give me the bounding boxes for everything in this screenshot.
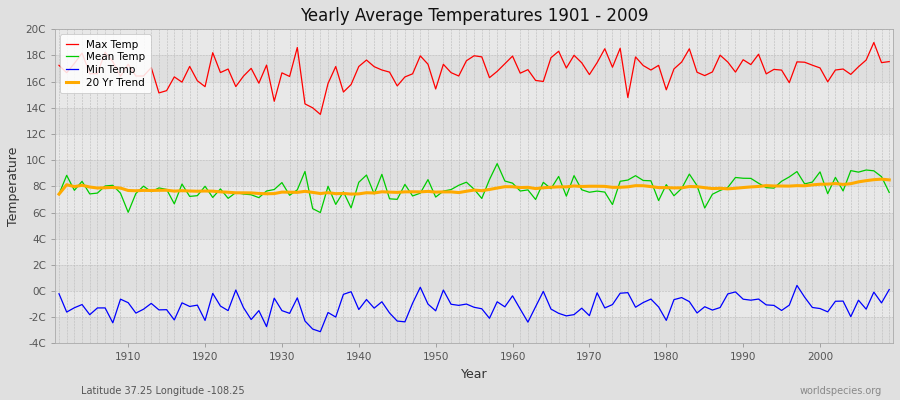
20 Yr Trend xyxy=(507,184,517,189)
Min Temp xyxy=(515,307,526,312)
Mean Temp xyxy=(284,193,295,198)
Mean Temp xyxy=(115,191,126,196)
Bar xyxy=(55,160,893,186)
Line: Min Temp: Min Temp xyxy=(59,286,889,332)
Text: Latitude 37.25 Longitude -108.25: Latitude 37.25 Longitude -108.25 xyxy=(81,386,245,396)
Title: Yearly Average Temperatures 1901 - 2009: Yearly Average Temperatures 1901 - 2009 xyxy=(300,7,648,25)
20 Yr Trend xyxy=(330,191,341,196)
Bar xyxy=(55,212,893,239)
Bar xyxy=(55,108,893,134)
Max Temp xyxy=(515,71,526,76)
Mean Temp xyxy=(338,190,349,194)
Bar xyxy=(55,317,893,344)
20 Yr Trend xyxy=(599,184,610,189)
Max Temp xyxy=(315,112,326,117)
Mean Temp xyxy=(615,179,626,184)
Y-axis label: Temperature: Temperature xyxy=(7,147,20,226)
Max Temp xyxy=(868,40,879,45)
Mean Temp xyxy=(54,192,65,196)
Min Temp xyxy=(54,291,65,296)
Mean Temp xyxy=(884,190,895,195)
Mean Temp xyxy=(523,188,534,192)
20 Yr Trend xyxy=(500,184,510,189)
Text: worldspecies.org: worldspecies.org xyxy=(800,386,882,396)
Max Temp xyxy=(115,74,126,79)
Max Temp xyxy=(338,90,349,94)
Min Temp xyxy=(315,329,326,334)
Max Temp xyxy=(884,59,895,64)
20 Yr Trend xyxy=(54,192,65,196)
X-axis label: Year: Year xyxy=(461,368,488,381)
Line: Max Temp: Max Temp xyxy=(59,42,889,114)
Mean Temp xyxy=(491,161,502,166)
Line: Mean Temp: Mean Temp xyxy=(59,164,889,212)
Min Temp xyxy=(608,302,618,307)
Bar xyxy=(55,56,893,82)
Min Temp xyxy=(338,292,349,297)
Mean Temp xyxy=(315,210,326,215)
Min Temp xyxy=(884,287,895,292)
Mean Temp xyxy=(515,189,526,194)
Max Temp xyxy=(507,54,517,58)
Min Temp xyxy=(507,294,517,298)
Min Temp xyxy=(792,283,803,288)
Min Temp xyxy=(284,311,295,316)
20 Yr Trend xyxy=(115,186,126,190)
Max Temp xyxy=(284,74,295,79)
Bar xyxy=(55,265,893,291)
Legend: Max Temp, Mean Temp, Min Temp, 20 Yr Trend: Max Temp, Mean Temp, Min Temp, 20 Yr Tre… xyxy=(60,34,150,93)
Line: 20 Yr Trend: 20 Yr Trend xyxy=(59,179,889,194)
20 Yr Trend xyxy=(284,190,295,194)
Min Temp xyxy=(115,297,126,302)
20 Yr Trend xyxy=(876,177,886,182)
20 Yr Trend xyxy=(884,178,895,182)
Max Temp xyxy=(54,63,65,68)
Max Temp xyxy=(608,65,618,70)
